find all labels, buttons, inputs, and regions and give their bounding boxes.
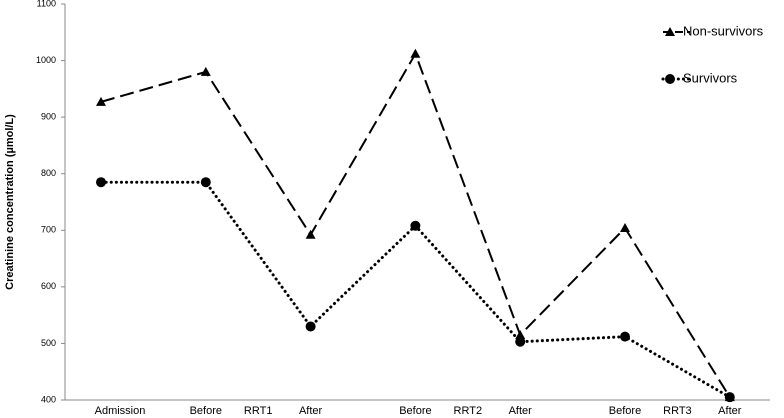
- marker: [410, 220, 421, 231]
- marker: [620, 331, 630, 342]
- y-tick-label: 500: [41, 338, 56, 348]
- marker: [724, 392, 735, 403]
- marker: [96, 96, 106, 106]
- y-tick-label: 700: [41, 225, 56, 235]
- legend-label: Survivors: [683, 70, 738, 85]
- marker: [515, 336, 526, 347]
- y-tick-label: 800: [41, 168, 56, 178]
- group-label: RRT3: [663, 405, 692, 417]
- y-tick-label: 1000: [36, 55, 56, 65]
- marker: [665, 74, 675, 84]
- legend-label: Non-survivors: [683, 23, 764, 38]
- series-line: [99, 180, 732, 399]
- group-label: RRT1: [244, 405, 273, 417]
- y-tick-label: 400: [41, 394, 56, 404]
- marker: [620, 223, 630, 233]
- x-tick-label: After: [299, 405, 323, 417]
- x-tick-label: Before: [190, 405, 222, 417]
- marker: [305, 229, 316, 239]
- group-label: RRT2: [454, 405, 483, 417]
- marker: [515, 329, 526, 339]
- marker: [305, 321, 316, 332]
- marker: [410, 48, 421, 58]
- x-tick-label: Admission: [95, 405, 146, 417]
- x-tick-label: After: [509, 405, 533, 417]
- y-axis-label: Creatinine concentration (µmol/L): [4, 114, 16, 290]
- marker: [200, 177, 211, 188]
- marker: [200, 66, 211, 76]
- x-tick-label: Before: [399, 405, 431, 417]
- x-tick-label: Before: [609, 405, 641, 417]
- y-tick-label: 1100: [37, 0, 56, 8]
- marker: [96, 177, 106, 188]
- marker: [665, 27, 675, 36]
- y-tick-label: 600: [41, 281, 56, 291]
- y-tick-label: 900: [41, 112, 56, 122]
- x-tick-label: After: [718, 405, 742, 417]
